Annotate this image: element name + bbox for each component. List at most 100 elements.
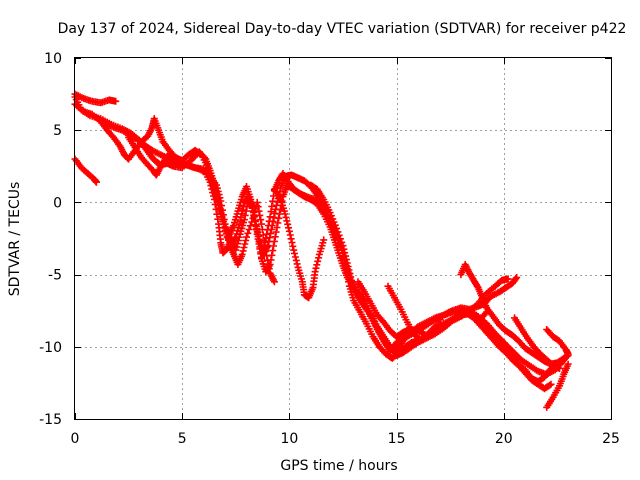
data-point-marker — [564, 350, 572, 358]
data-point-marker — [285, 224, 292, 232]
data-point-marker — [216, 194, 224, 202]
data-point-marker — [271, 233, 279, 241]
data-point-marker — [556, 365, 563, 372]
data-point-marker — [564, 360, 572, 368]
data-point-marker — [256, 245, 264, 253]
data-point-marker — [258, 226, 266, 233]
data-point-marker — [344, 263, 352, 270]
data-point-marker — [336, 235, 344, 243]
data-point-marker — [287, 235, 295, 243]
data-point-marker — [334, 228, 342, 236]
data-point-marker — [347, 273, 355, 281]
data-point-marker — [225, 236, 232, 244]
data-point-marker — [270, 237, 278, 245]
data-point-marker — [241, 240, 249, 248]
data-point-marker — [274, 219, 282, 227]
data-point-marker — [232, 233, 240, 241]
data-point-marker — [292, 256, 300, 264]
data-point-marker — [214, 187, 222, 195]
data-point-marker — [513, 274, 521, 281]
data-point-marker — [252, 221, 259, 229]
data-point-marker — [259, 231, 267, 239]
data-point-marker — [547, 380, 555, 388]
data-point-marker — [340, 245, 348, 253]
series-track-13 — [543, 326, 572, 358]
series-track-6 — [125, 133, 278, 286]
x-axis-label: GPS time / hours — [280, 458, 397, 474]
y-tick-label: 5 — [53, 123, 62, 139]
data-point-marker — [286, 231, 294, 239]
x-tick-label: 10 — [280, 431, 298, 447]
data-point-marker — [335, 231, 343, 239]
data-point-marker — [223, 228, 231, 236]
data-point-marker — [504, 275, 512, 283]
series-track-14 — [543, 360, 572, 411]
x-tick-label: 5 — [178, 431, 187, 447]
series-track-7 — [270, 185, 328, 302]
series-track-10 — [384, 282, 555, 393]
data-point-marker — [234, 227, 241, 235]
data-point-marker — [327, 212, 335, 220]
data-point-marker — [345, 266, 353, 274]
data-point-marker — [237, 213, 245, 221]
data-point-marker — [252, 226, 260, 233]
data-series — [71, 90, 572, 411]
data-point-marker — [254, 203, 262, 211]
y-tick-label: -10 — [39, 340, 62, 356]
data-point-marker — [256, 211, 264, 219]
data-point-marker — [343, 259, 351, 267]
data-point-marker — [512, 275, 520, 283]
data-point-marker — [201, 154, 208, 162]
data-point-marker — [330, 218, 338, 226]
data-point-marker — [112, 97, 120, 105]
data-point-marker — [238, 210, 246, 218]
data-point-marker — [269, 218, 277, 225]
data-point-marker — [245, 226, 253, 233]
x-tick-label: 20 — [495, 431, 513, 447]
series-track-1 — [71, 90, 120, 107]
y-tick-labels: -15 -10 -5 0 5 10 — [39, 51, 62, 428]
data-point-marker — [92, 178, 100, 186]
data-point-marker — [339, 242, 347, 250]
data-point-marker — [326, 209, 334, 216]
data-point-marker — [264, 261, 272, 268]
data-point-marker — [333, 224, 341, 232]
data-point-marker — [314, 257, 322, 265]
data-point-marker — [258, 220, 265, 228]
data-point-marker — [243, 233, 250, 241]
y-tick-label: 10 — [44, 51, 62, 67]
data-point-marker — [285, 227, 293, 235]
data-point-marker — [320, 236, 328, 244]
data-point-marker — [267, 226, 275, 233]
data-point-marker — [346, 269, 354, 277]
data-point-marker — [270, 278, 278, 286]
data-point-marker — [265, 265, 273, 273]
data-point-marker — [270, 242, 277, 250]
data-point-marker — [341, 249, 349, 257]
data-point-marker — [331, 221, 339, 229]
data-point-marker — [246, 222, 254, 230]
series-track-12 — [511, 314, 563, 372]
data-point-marker — [222, 224, 230, 232]
axis-ticks — [75, 58, 612, 420]
data-point-marker — [313, 261, 321, 269]
data-point-marker — [218, 202, 226, 210]
data-point-marker — [281, 210, 289, 218]
chart-title: Day 137 of 2024, Sidereal Day-to-day VTE… — [58, 21, 627, 37]
data-point-marker — [234, 240, 241, 248]
data-point-marker — [311, 268, 319, 276]
series-track-2 — [71, 155, 100, 186]
data-point-marker — [253, 198, 261, 206]
data-point-marker — [248, 218, 256, 226]
data-point-marker — [291, 250, 298, 257]
plot-frame — [74, 57, 612, 420]
data-point-marker — [254, 235, 262, 243]
data-point-marker — [546, 381, 554, 389]
y-tick-label: -15 — [39, 412, 62, 428]
data-point-marker — [240, 244, 248, 251]
data-point-marker — [342, 256, 350, 264]
data-point-marker — [293, 260, 301, 268]
data-point-marker — [250, 211, 258, 219]
x-tick-label: 25 — [602, 431, 620, 447]
